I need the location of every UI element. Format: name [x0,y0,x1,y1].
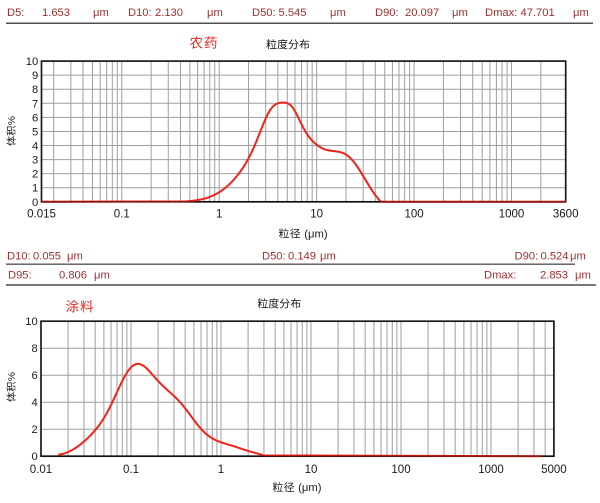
svg-text:D95:: D95: [8,270,32,282]
svg-text:1: 1 [218,464,224,476]
svg-text:(μm): (μm) [298,482,322,494]
svg-text:(μm): (μm) [304,229,328,241]
svg-text:5000: 5000 [541,464,567,476]
svg-text:%: % [7,116,18,125]
svg-text:0: 0 [31,451,37,463]
svg-text:μm: μm [67,251,83,263]
svg-text:0.1: 0.1 [123,464,139,476]
svg-text:μm: μm [573,7,589,19]
svg-text:100: 100 [405,209,424,221]
svg-text:1.653: 1.653 [42,7,70,19]
svg-text:2.853: 2.853 [540,270,568,282]
svg-text:6: 6 [31,370,37,382]
svg-text:5.545: 5.545 [279,7,307,19]
svg-text:D50:: D50: [262,251,286,263]
svg-text:4: 4 [31,397,37,409]
svg-text:1: 1 [216,209,222,221]
svg-text:7: 7 [32,98,38,110]
svg-text:0.015: 0.015 [27,209,56,221]
svg-text:μm: μm [320,251,336,263]
svg-text:20.097: 20.097 [405,7,439,19]
svg-text:10: 10 [25,316,37,328]
svg-text:%: % [7,372,18,381]
svg-text:4: 4 [32,141,38,153]
svg-text:μm: μm [452,7,468,19]
svg-text:2: 2 [31,424,37,436]
svg-text:6: 6 [32,112,38,124]
svg-text:1000: 1000 [499,209,525,221]
svg-text:μm: μm [575,270,591,282]
svg-text:0.1: 0.1 [114,209,130,221]
svg-text:μm: μm [207,7,223,19]
svg-text:D90:: D90: [375,7,399,19]
svg-text:1: 1 [32,183,38,195]
svg-text:3600: 3600 [553,209,579,221]
svg-text:8: 8 [31,343,37,355]
svg-text:1000: 1000 [478,464,504,476]
svg-text:D5:: D5: [7,7,24,19]
svg-text:0.01: 0.01 [30,464,52,476]
svg-text:0.524: 0.524 [541,251,569,263]
svg-text:10: 10 [310,209,323,221]
svg-text:100: 100 [391,464,410,476]
svg-text:3: 3 [32,155,38,167]
svg-text:Dmax:: Dmax: [484,270,516,282]
svg-text:μm: μm [94,270,110,282]
svg-text:D90:: D90: [515,251,539,263]
svg-text:10: 10 [305,464,318,476]
svg-text:10: 10 [26,56,38,68]
svg-text:47.701: 47.701 [521,7,555,19]
svg-text:D50:: D50: [252,7,276,19]
svg-text:μm: μm [330,7,346,19]
svg-text:2.130: 2.130 [155,7,183,19]
svg-text:8: 8 [32,84,38,96]
svg-text:2: 2 [32,169,38,181]
svg-text:0.149: 0.149 [288,251,316,263]
svg-text:5: 5 [32,126,38,138]
svg-text:μm: μm [93,7,109,19]
svg-text:0: 0 [32,197,38,209]
svg-text:D10:: D10: [128,7,152,19]
svg-text:Dmax:: Dmax: [485,7,517,19]
svg-text:D10:: D10: [7,251,31,263]
svg-text:0.055: 0.055 [33,251,61,263]
svg-text:9: 9 [32,70,38,82]
svg-text:μm: μm [570,251,586,263]
svg-text:0.806: 0.806 [59,270,87,282]
